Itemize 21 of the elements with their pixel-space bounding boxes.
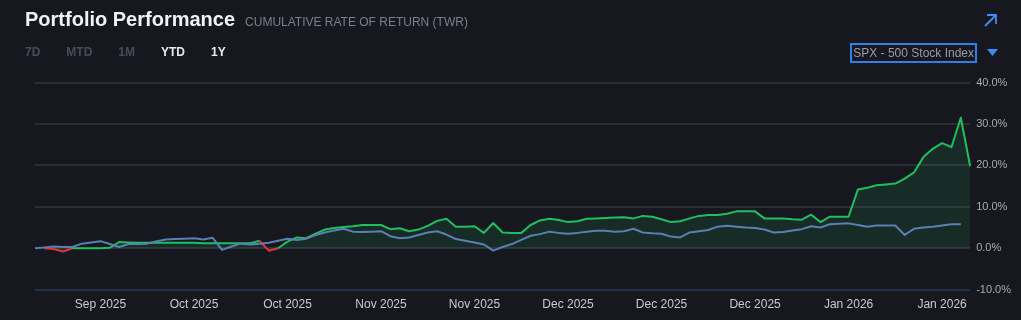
x-tick-label: Jan 2026 [917,297,968,312]
y-tick-label: -10.0% [976,282,1012,295]
x-tick-label: Dec 2025 [729,297,782,312]
text: 1Y [211,45,226,59]
x-tick-label: Sep 2025 [74,297,127,312]
chart-title: Portfolio Performance [25,8,236,31]
x-tick-label: Oct 2025 [263,297,313,312]
y-tick-label: 0.0% [976,241,1002,254]
x-tick-label: Dec 2025 [542,297,595,312]
x-tick-label: Dec 2025 [635,297,688,312]
text: YTD [161,45,186,59]
x-tick-label: Oct 2025 [169,297,219,312]
y-tick-label: 20.0% [976,158,1008,171]
chart-subtitle: CUMULATIVE RATE OF RETURN (TWR) [245,15,468,29]
x-tick-label: Nov 2025 [355,297,408,312]
x-tick-label: Jan 2026 [823,297,874,312]
y-tick-label: 30.0% [976,117,1008,130]
y-tick-label: 40.0% [976,75,1008,88]
y-tick-label: 10.0% [976,199,1008,212]
text: SPX - 500 Stock Index [850,43,977,63]
x-tick-label: Nov 2025 [448,297,501,312]
